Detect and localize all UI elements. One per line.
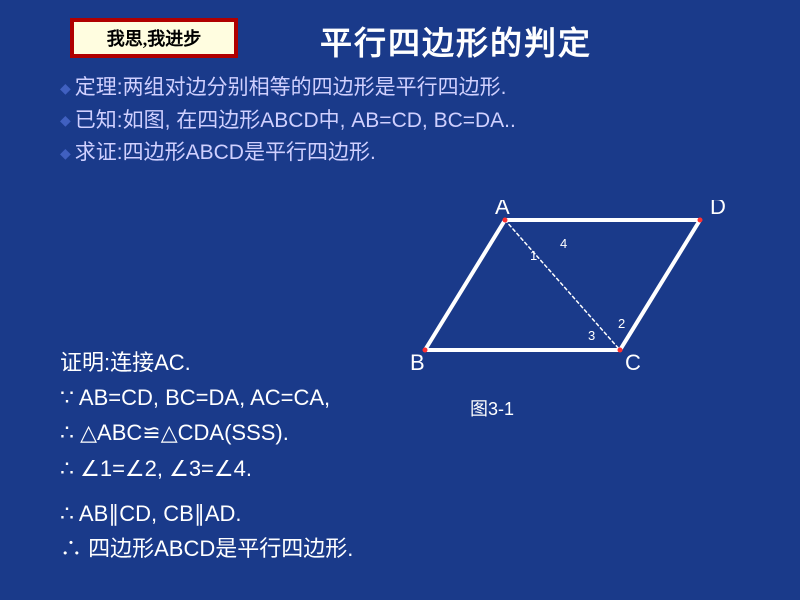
diamond-icon: ◆ xyxy=(60,112,71,128)
bullet-text: 定理:两组对边分别相等的四边形是平行四边形. xyxy=(75,76,507,99)
badge-text: 我思,我进步 xyxy=(107,25,202,51)
proof-line: AB=CD, BC=DA, AC=CA, xyxy=(60,380,353,415)
svg-text:B: B xyxy=(410,350,425,375)
diamond-icon: ◆ xyxy=(60,145,71,161)
svg-text:C: C xyxy=(625,350,641,375)
bullet-item: ◆求证:四边形ABCD是平行四边形. xyxy=(60,137,516,170)
bullet-item: ◆已知:如图, 在四边形ABCD中, AB=CD, BC=DA.. xyxy=(60,105,516,138)
badge-box: 我思,我进步 xyxy=(70,18,238,58)
svg-text:D: D xyxy=(710,200,726,219)
proof-line: △ABC≌△CDA(SSS). xyxy=(60,415,353,450)
proof-line: AB∥CD, CB∥AD. xyxy=(60,496,353,531)
page-title: 平行四边形的判定 xyxy=(320,18,592,64)
svg-text:2: 2 xyxy=(618,316,625,331)
diamond-icon: ◆ xyxy=(60,80,71,96)
svg-text:1: 1 xyxy=(530,248,537,263)
bullet-list: ◆定理:两组对边分别相等的四边形是平行四边形. ◆已知:如图, 在四边形ABCD… xyxy=(60,72,516,170)
proof-block: 证明:连接AC. AB=CD, BC=DA, AC=CA, △ABC≌△CDA(… xyxy=(60,345,353,566)
proof-line: ∠1=∠2, ∠3=∠4. xyxy=(60,451,353,486)
figure-caption: 图3-1 xyxy=(470,395,514,421)
svg-text:A: A xyxy=(495,200,510,219)
proof-line: 四边形ABCD是平行四边形. xyxy=(60,531,353,566)
bullet-item: ◆定理:两组对边分别相等的四边形是平行四边形. xyxy=(60,72,516,105)
svg-text:3: 3 xyxy=(588,328,595,343)
svg-text:4: 4 xyxy=(560,236,567,251)
bullet-text: 已知:如图, 在四边形ABCD中, AB=CD, BC=DA.. xyxy=(75,109,516,132)
parallelogram-diagram: A D B C 1 4 3 2 xyxy=(400,200,740,380)
bullet-text: 求证:四边形ABCD是平行四边形. xyxy=(75,141,376,164)
proof-line: 证明:连接AC. xyxy=(60,345,353,380)
